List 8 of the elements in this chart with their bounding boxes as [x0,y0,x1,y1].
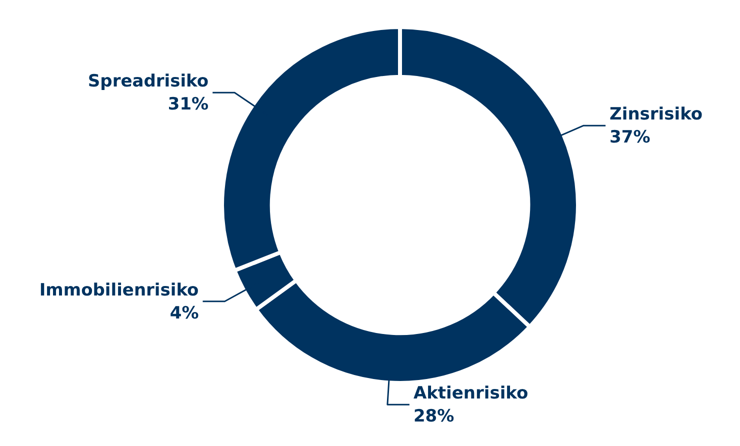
data-label: 37% [610,128,650,148]
slice-label: Zinsrisiko [610,104,703,125]
data-label: 4% [170,303,199,324]
data-label: 28% [413,406,454,427]
slice-label: Immobilienrisiko [39,280,199,300]
data-label: 31% [168,94,209,115]
slice-label: Aktienrisiko [413,384,528,404]
slice-label: Spreadrisiko [88,72,209,92]
